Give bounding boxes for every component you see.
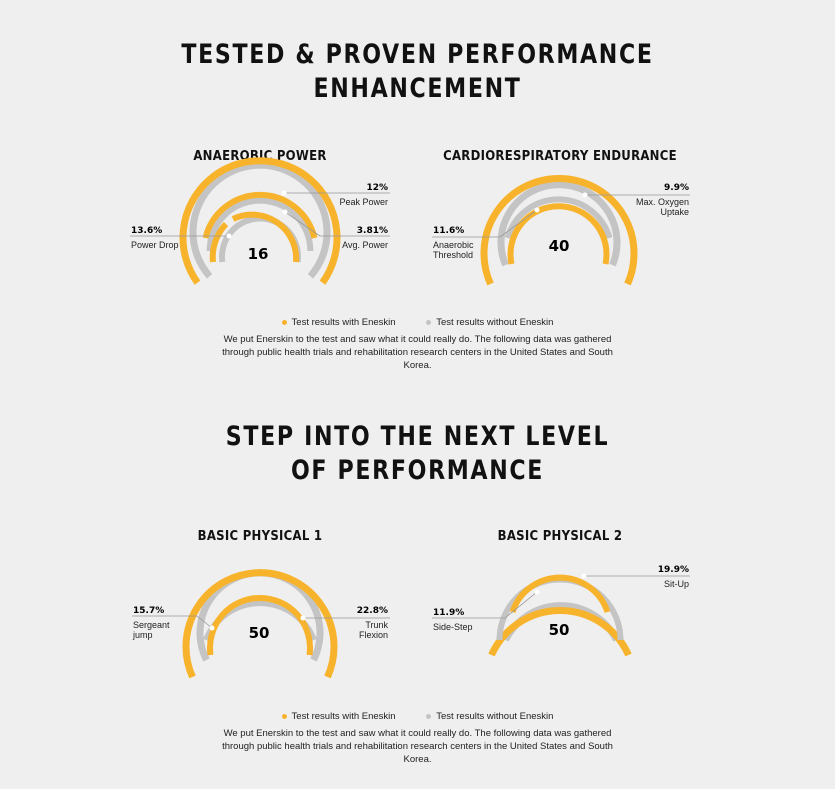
legend-dot-without (426, 713, 432, 719)
leader-line (196, 615, 213, 629)
legend-item-with: Test results with Eneskin (281, 317, 396, 328)
marker-dot (282, 209, 288, 215)
legend-label-without: Test results without Eneskin (436, 317, 554, 328)
arc-with-outer (480, 174, 638, 286)
arc-with-outer (182, 569, 338, 679)
label-max-oxygen-2: Uptake (660, 207, 689, 217)
arc-without-inner (496, 576, 624, 641)
legend-label-without: Test results without Eneskin (436, 711, 554, 722)
legend-item-without: Test results without Eneskin (426, 317, 553, 328)
chart-legend: Test results with Eneskin Test results w… (0, 317, 835, 328)
arc-without-inner (504, 196, 613, 239)
arc-with-inner (509, 574, 611, 613)
center-value-cardio: 40 (549, 237, 570, 255)
value-peak-power: 12% (366, 183, 388, 193)
arc-with-outer (488, 607, 632, 657)
label-anaerobic-threshold-2: Threshold (433, 250, 473, 260)
heading-line: TESTED & PROVEN PERFORMANCE (181, 39, 654, 70)
chart-description: We put Enerskin to the test and saw what… (222, 334, 613, 371)
legend-dot-with (281, 713, 287, 719)
label-sit-up: Sit-Up (664, 579, 689, 589)
arc-with-inner-right (231, 211, 300, 263)
heading-line: OF PERFORMANCE (290, 455, 545, 486)
value-avg-power: 3.81% (357, 226, 388, 236)
marker-dot (534, 207, 540, 213)
arc-with-inner (207, 594, 313, 656)
value-sit-up: 19.9% (658, 565, 689, 575)
gauge-title-cardio: CARDIORESPIRATORY ENDURANCE (443, 149, 677, 164)
value-sergeant-jump: 15.7% (133, 606, 164, 616)
label-max-oxygen-1: Max. Oxygen (636, 197, 689, 207)
legend-item-with: Test results with Eneskin (281, 711, 396, 722)
gauge-title-basic-physical-2: BASIC PHYSICAL 2 (497, 529, 623, 544)
label-anaerobic-threshold-1: Anaerobic (433, 240, 474, 250)
value-anaerobic-threshold: 11.6% (433, 226, 464, 236)
label-sergeant-jump-1: Sergeant (133, 620, 170, 630)
section-heading-next-level: STEP INTO THE NEXT LEVEL OF PERFORMANCE (75, 420, 760, 488)
gauge-title-basic-physical-1: BASIC PHYSICAL 1 (197, 529, 323, 544)
label-peak-power: Peak Power (339, 197, 388, 207)
marker-dot (226, 233, 232, 239)
arc-with-inner (209, 221, 229, 263)
arc-without-inner (219, 215, 301, 263)
marker-dot (209, 625, 215, 631)
chart-description: We put Enerskin to the test and saw what… (222, 728, 613, 765)
center-value-basic-1: 50 (249, 624, 270, 642)
arc-with-inner (507, 203, 610, 265)
label-power-drop: Power Drop (131, 240, 179, 250)
center-value-basic-2: 50 (549, 621, 570, 639)
arc-without-middle (206, 197, 314, 252)
marker-dot (534, 589, 540, 595)
label-trunk-flexion-2: Flexion (359, 630, 388, 640)
marker-dot (582, 192, 588, 198)
marker-dot (581, 573, 587, 579)
value-trunk-flexion: 22.8% (357, 606, 388, 616)
gauge-title-anaerobic: ANAEROBIC POWER (193, 149, 327, 164)
label-avg-power: Avg. Power (342, 240, 388, 250)
value-max-oxygen: 9.9% (664, 183, 689, 193)
arc-without-outer (189, 161, 331, 279)
value-power-drop: 13.6% (131, 226, 162, 236)
label-side-step: Side-Step (433, 622, 473, 632)
arc-with-outer (179, 157, 341, 285)
leader-line (504, 591, 538, 619)
heading-line: ENHANCEMENT (313, 73, 522, 104)
value-side-step: 11.9% (433, 608, 464, 618)
center-value-anaerobic: 16 (248, 245, 269, 263)
heading-line: STEP INTO THE NEXT LEVEL (225, 421, 610, 452)
arc-without-outer (196, 569, 324, 662)
marker-dot (300, 615, 306, 621)
label-sergeant-jump-2: jump (132, 630, 153, 640)
arc-without-inner (203, 600, 317, 642)
arc-without-outer (497, 181, 621, 267)
label-trunk-flexion-1: Trunk (365, 620, 388, 630)
section-heading-performance: TESTED & PROVEN PERFORMANCE ENHANCEMENT (75, 38, 760, 106)
leader-line (284, 211, 321, 237)
legend-dot-without (426, 319, 432, 325)
arc-with-middle (202, 191, 318, 239)
marker-dot (281, 190, 287, 196)
legend-item-without: Test results without Eneskin (426, 711, 553, 722)
legend-label-with: Test results with Eneskin (291, 711, 396, 722)
legend-dot-with (281, 319, 287, 325)
arc-without-outer (502, 602, 620, 642)
legend-label-with: Test results with Eneskin (291, 317, 396, 328)
chart-legend: Test results with Eneskin Test results w… (0, 711, 835, 722)
leader-line (499, 209, 538, 238)
